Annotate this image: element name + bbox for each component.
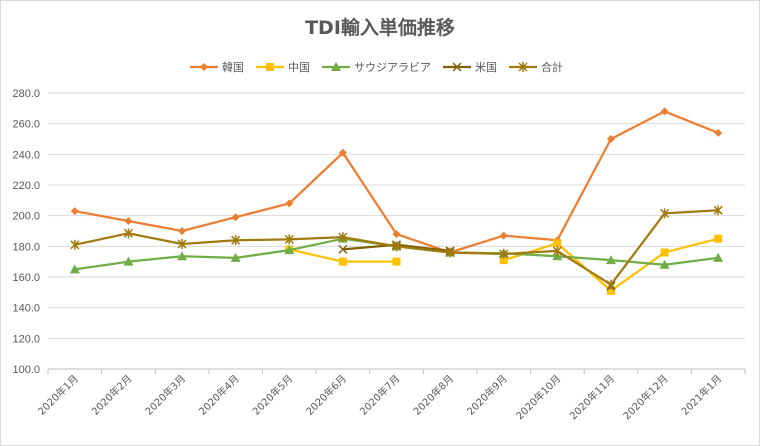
x-tick-label: 2020年11月 (567, 372, 617, 422)
chart-title: TDI輸入単価推移 (305, 16, 455, 39)
data-point (606, 135, 615, 143)
legend-label: 合計 (541, 60, 563, 74)
data-point (499, 231, 508, 240)
legend-marker (452, 62, 462, 72)
data-point (69, 264, 80, 274)
x-tick-label: 2020年12月 (620, 372, 670, 422)
data-point (392, 230, 401, 239)
x-tick-label: 2020年3月 (142, 372, 188, 418)
data-point (445, 247, 455, 258)
legend-item: サウジアラビア (322, 61, 431, 74)
data-point (285, 199, 294, 208)
gridlines (48, 92, 745, 370)
y-tick-label: 140.0 (12, 303, 40, 315)
x-tick-label: 2020年4月 (196, 372, 242, 418)
y-tick-label: 280.0 (12, 88, 40, 100)
data-point (123, 228, 133, 239)
data-point (177, 239, 187, 250)
series-4 (70, 205, 723, 290)
data-point (177, 251, 188, 261)
data-point (338, 257, 347, 266)
legend-item: 米国 (443, 61, 497, 74)
legend: 韓国 中国 サウジアラビア 米国 合計 (190, 60, 563, 74)
y-tick-label: 260.0 (12, 119, 40, 131)
y-tick-label: 240.0 (12, 149, 40, 161)
data-point (230, 252, 241, 262)
data-point (713, 205, 723, 216)
data-point (606, 279, 616, 290)
y-tick-label: 200.0 (12, 211, 40, 223)
data-point (659, 259, 670, 269)
series-1 (285, 234, 723, 295)
legend-label: 中国 (288, 61, 310, 74)
y-tick-label: 100.0 (12, 364, 40, 376)
series-3 (338, 240, 616, 291)
y-tick-label: 160.0 (12, 272, 40, 284)
x-tick-label: 2020年7月 (357, 372, 403, 418)
data-point (660, 107, 669, 116)
data-point (553, 239, 562, 248)
legend-label: サウジアラビア (354, 61, 431, 74)
legend-label: 韓国 (222, 61, 244, 74)
y-tick-label: 180.0 (12, 241, 40, 253)
legend-item: 韓国 (190, 61, 244, 74)
x-axis: 2020年1月 2020年2月 2020年3月 2020年4月 2020年5月 2020年… (35, 368, 746, 422)
data-point (124, 217, 133, 226)
x-tick-label: 2020年8月 (410, 372, 456, 418)
data-point (70, 239, 80, 250)
data-point (714, 128, 723, 137)
x-tick-label: 2020年2月 (89, 372, 135, 418)
x-tick-label: 2020年9月 (464, 372, 510, 418)
data-point (338, 232, 348, 243)
data-point (70, 207, 79, 216)
data-point (231, 213, 240, 222)
data-point (660, 208, 670, 219)
data-point (392, 257, 401, 266)
data-point (231, 235, 241, 246)
x-tick-label: 2020年6月 (303, 372, 349, 418)
data-point (338, 148, 347, 157)
legend-marker (518, 62, 528, 72)
data-point (284, 245, 295, 255)
x-tick-label: 2020年1月 (35, 372, 81, 418)
data-point (178, 227, 187, 235)
data-point (552, 245, 562, 256)
data-point (338, 244, 348, 254)
y-axis: 100.0 120.0 140.0 160.0 180.0 200.0 220.0 240.0… (12, 88, 40, 376)
data-point (606, 286, 615, 295)
x-tick-label: 2020年10月 (513, 372, 563, 422)
data-point (713, 252, 724, 262)
data-point (660, 248, 669, 257)
data-point (391, 241, 402, 252)
series-group (69, 107, 724, 295)
legend-marker (266, 63, 274, 71)
legend-item: 合計 (509, 60, 563, 74)
data-point (714, 234, 723, 243)
legend-marker (200, 63, 208, 71)
legend-marker (331, 62, 341, 71)
series-0 (70, 107, 723, 257)
legend-label: 米国 (475, 61, 497, 74)
legend-item: 中国 (256, 61, 310, 74)
data-point (284, 234, 294, 245)
data-point (123, 256, 134, 266)
data-point (499, 249, 509, 259)
x-tick-label: 2021年1月 (678, 372, 724, 418)
data-point (499, 256, 508, 265)
y-tick-label: 220.0 (12, 180, 40, 192)
x-tick-label: 2020年5月 (250, 372, 296, 418)
y-tick-label: 120.0 (12, 333, 40, 345)
data-point (605, 255, 616, 265)
